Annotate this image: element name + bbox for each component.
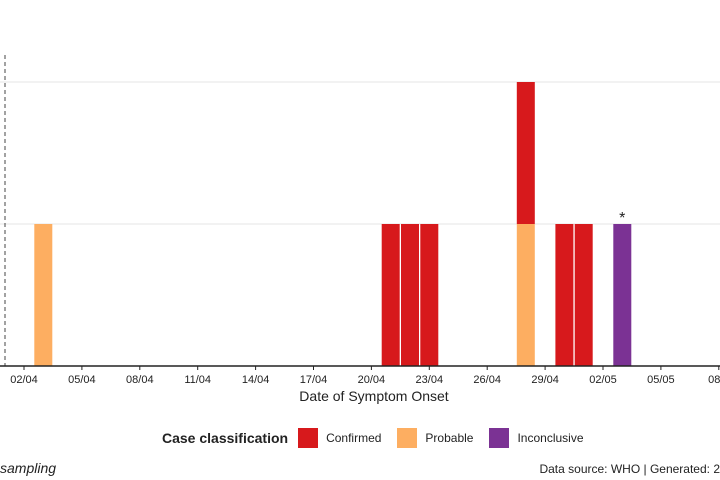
bar-confirmed-30-04 [555, 224, 574, 366]
x-tick-label-9: 29/04 [531, 374, 559, 386]
x-tick-label-5: 17/04 [300, 374, 328, 386]
x-axis-ticks: 02/04 05/04 08/04 11/04 14/04 17/04 20/04 23/04… [10, 366, 720, 386]
x-tick-label-12: 08/0 [708, 374, 720, 386]
bar-confirmed-22-04 [401, 224, 419, 366]
annotations-group: * [619, 210, 625, 227]
x-tick-label-4: 14/04 [242, 374, 270, 386]
x-tick-label-11: 05/05 [647, 374, 675, 386]
bar-probable-03-04 [34, 224, 53, 366]
bar-confirmed-28-04 [516, 82, 535, 224]
legend-label-confirmed: Confirmed [326, 431, 382, 445]
epi-curve-chart: * 02/04 05/04 08/04 11/04 14/04 17/04 20/04 23/… [0, 55, 720, 404]
bar-annotation-03-05: * [619, 210, 625, 227]
x-tick-label-1: 05/04 [68, 374, 96, 386]
x-tick-label-3: 11/04 [184, 374, 211, 386]
legend-swatch-confirmed [298, 428, 319, 448]
x-tick-label-8: 26/04 [473, 374, 501, 386]
legend-swatch-inconclusive [489, 428, 510, 448]
bar-probable-28-04 [516, 224, 535, 366]
bar-confirmed-01-05 [574, 224, 593, 366]
legend: Case classification Confirmed Probable I… [162, 428, 600, 448]
legend-label-probable: Probable [425, 431, 474, 445]
legend-label-inconclusive: Inconclusive [517, 431, 584, 445]
x-tick-label-2: 08/04 [126, 374, 154, 386]
bar-confirmed-23-04 [420, 224, 439, 366]
legend-title: Case classification [162, 430, 289, 446]
bar-confirmed-21-04 [381, 224, 400, 366]
x-tick-label-10: 02/05 [589, 374, 617, 386]
x-tick-label-6: 20/04 [358, 374, 386, 386]
x-axis-title: Date of Symptom Onset [299, 388, 449, 404]
x-tick-label-0: 02/04 [10, 374, 38, 386]
bar-inconclusive-03-05 [613, 224, 632, 366]
grid-lines [0, 81, 720, 225]
footer-source: Data source: WHO | Generated: 2 [539, 462, 720, 476]
footer-note: sampling [0, 460, 57, 476]
legend-swatch-probable [397, 428, 418, 448]
bars-group [34, 82, 632, 366]
x-tick-label-7: 23/04 [416, 374, 444, 386]
